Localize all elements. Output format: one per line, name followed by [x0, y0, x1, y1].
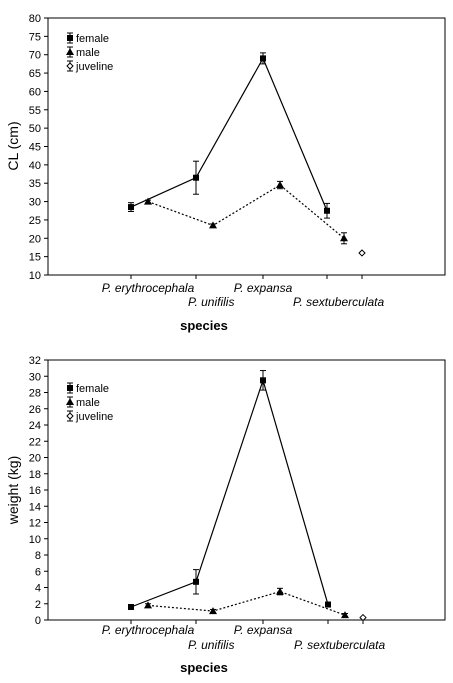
y-tick-label: 16: [29, 485, 41, 497]
y-tick-label: 10: [29, 270, 41, 282]
data-point-female: [260, 377, 266, 384]
legend-marker-male: [66, 48, 74, 55]
data-point-male: [144, 197, 152, 205]
x-category-label: P. erythrocephala: [102, 281, 195, 295]
y-tick-label: 50: [29, 123, 41, 135]
x-category-label: P. expansa: [234, 281, 293, 295]
legend-marker-juveline: [66, 412, 74, 420]
y-tick-label: 18: [29, 469, 41, 481]
y-tick-label: 20: [29, 233, 41, 245]
data-point-male: [209, 221, 217, 229]
y-tick-label: 35: [29, 178, 41, 190]
legend: female male juveline: [66, 382, 113, 423]
plot-frame: [47, 17, 446, 276]
legend-label-female: female: [76, 33, 109, 45]
data-point-juveline: [359, 613, 367, 622]
y-tick-label: 30: [29, 197, 41, 209]
y-tick-label: 60: [29, 86, 41, 98]
data-point-female: [128, 204, 134, 211]
data-point-female: [325, 601, 331, 608]
y-axis-label: CL (cm): [5, 121, 21, 170]
y-tick-label: 24: [29, 420, 41, 432]
y-tick-label: 26: [29, 404, 41, 416]
x-category-label: P. sextuberculata: [293, 295, 384, 309]
x-category-label: P. unifilis: [188, 295, 234, 309]
data-point-male: [276, 181, 284, 189]
x-category-label: P. erythrocephala: [102, 623, 195, 637]
y-tick-label: 70: [29, 50, 41, 62]
y-tick-label: 6: [35, 566, 41, 578]
y-tick-label: 55: [29, 105, 41, 117]
legend-label-juveline: juveline: [75, 411, 113, 423]
y-tick-label: 75: [29, 31, 41, 43]
data-point-male: [340, 234, 348, 242]
data-point-male: [341, 611, 349, 619]
x-category-label: P. expansa: [234, 623, 293, 637]
y-tick-label: 45: [29, 142, 41, 154]
legend-label-juveline: juveline: [75, 61, 113, 73]
series-line-female: [130, 378, 329, 608]
x-category-label: P. sextuberculata: [294, 638, 385, 652]
legend-label-female: female: [76, 383, 109, 395]
plot-frame: [47, 359, 446, 621]
legend-label-male: male: [76, 397, 100, 409]
series-line-female: [130, 57, 328, 211]
y-tick-label: 32: [29, 355, 41, 367]
y-tick-label: 4: [35, 583, 41, 595]
legend-marker-female: [67, 385, 73, 391]
x-axis-label: species: [180, 660, 228, 675]
data-point-male: [276, 587, 284, 595]
y-tick-label: 40: [29, 160, 41, 172]
data-point-female: [324, 207, 330, 214]
y-tick-label: 10: [29, 534, 41, 546]
data-point-female: [128, 604, 134, 610]
y-tick-label: 20: [29, 453, 41, 465]
y-tick-label: 0: [35, 615, 41, 627]
data-point-female: [193, 174, 199, 181]
y-tick-label: 25: [29, 215, 41, 227]
legend: female male juveline: [66, 32, 113, 73]
y-axis-label: weight (kg): [5, 456, 21, 525]
legend-label-male: male: [76, 47, 100, 59]
legend-marker-female: [67, 35, 73, 41]
y-tick-label: 30: [29, 371, 41, 383]
x-category-label: P. unifilis: [188, 638, 234, 652]
y-tick-label: 28: [29, 388, 41, 400]
data-point-female: [193, 578, 199, 585]
legend-marker-juveline: [66, 62, 74, 70]
y-tick-label: 15: [29, 252, 41, 264]
chart-panel-1: 10 15 20 25 30 35 40 45 50 55 60 65 70 75 80 P. erythro…: [5, 13, 446, 333]
data-point-male: [209, 607, 217, 615]
y-tick-label: 22: [29, 436, 41, 448]
y-tick-label: 12: [29, 518, 41, 530]
data-point-female: [260, 55, 266, 62]
legend-marker-male: [66, 398, 74, 405]
y-tick-label: 14: [29, 501, 41, 513]
x-axis-label: species: [180, 318, 228, 333]
data-point-male: [144, 601, 152, 609]
data-point-juveline: [358, 249, 366, 257]
y-tick-label: 2: [35, 599, 41, 611]
series-line-male: [147, 184, 345, 239]
series-line-male: [147, 590, 346, 616]
y-tick-label: 8: [35, 550, 41, 562]
y-tick-label: 65: [29, 68, 41, 80]
y-tick-label: 80: [29, 13, 41, 25]
